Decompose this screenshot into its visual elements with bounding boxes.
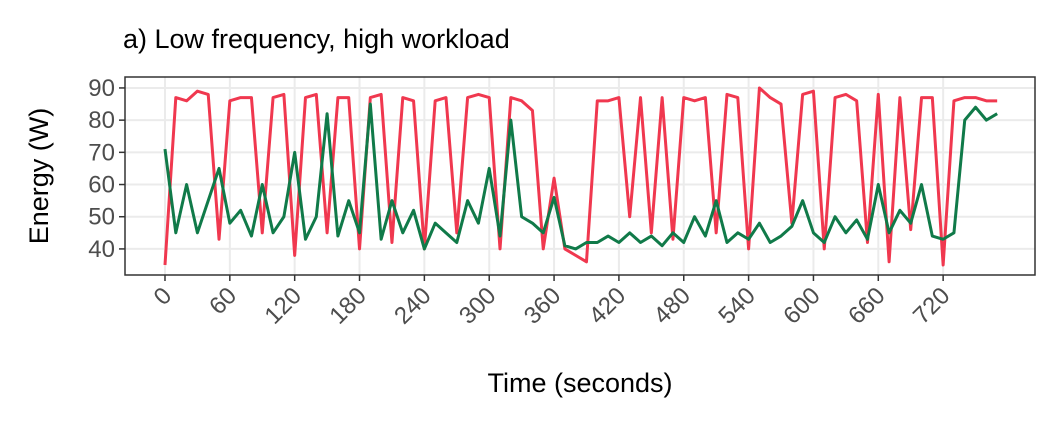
x-tick-label: 540 bbox=[713, 282, 760, 329]
y-axis-title: Energy (W) bbox=[24, 108, 54, 245]
x-tick-label: 480 bbox=[649, 282, 696, 329]
y-tick-label: 40 bbox=[88, 236, 115, 263]
x-tick-label: 240 bbox=[389, 282, 436, 329]
y-tick-label: 60 bbox=[88, 172, 115, 199]
y-tick-label: 70 bbox=[88, 139, 115, 166]
y-tick-label: 80 bbox=[88, 107, 115, 134]
x-tick-label: 60 bbox=[204, 282, 242, 320]
chart-title: a) Low frequency, high workload bbox=[123, 24, 510, 54]
series-line bbox=[163, 102, 998, 251]
x-tick-label: 360 bbox=[519, 282, 566, 329]
x-tick-label: 720 bbox=[908, 282, 955, 329]
x-tick-label: 120 bbox=[260, 282, 307, 329]
x-tick-label: 420 bbox=[584, 282, 631, 329]
x-tick-label: 0 bbox=[149, 282, 178, 311]
x-tick-label: 300 bbox=[454, 282, 501, 329]
x-axis-title: Time (seconds) bbox=[487, 368, 672, 398]
series-line bbox=[163, 86, 998, 267]
y-tick-label: 90 bbox=[88, 75, 115, 102]
y-tick-label: 50 bbox=[88, 204, 115, 231]
x-tick-label: 660 bbox=[843, 282, 890, 329]
x-tick-label: 600 bbox=[778, 282, 825, 329]
x-tick-label: 180 bbox=[324, 282, 371, 329]
plot-border bbox=[124, 76, 1036, 276]
